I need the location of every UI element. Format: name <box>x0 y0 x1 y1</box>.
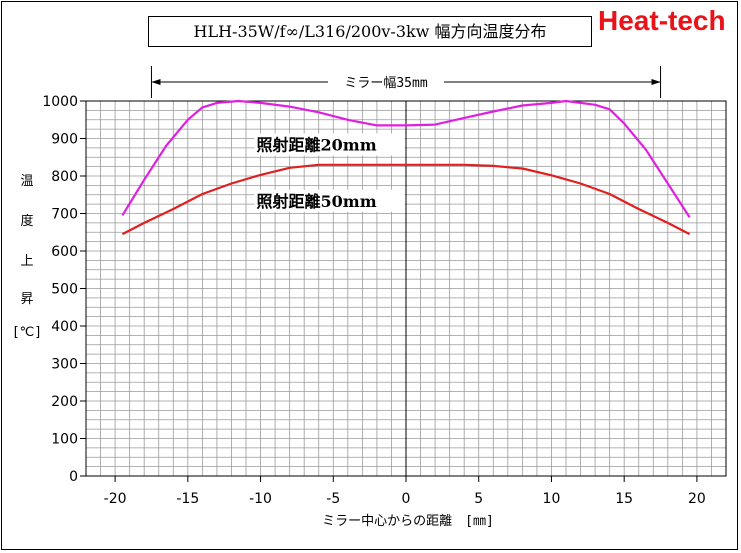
dimension-arrow-right <box>651 79 661 85</box>
x-tick-label: -15 <box>176 491 199 507</box>
series-line-2 <box>121 163 691 236</box>
annotation-bg <box>254 133 405 156</box>
y-tick-label: 200 <box>51 394 78 410</box>
y-axis-title-char: [℃] <box>11 325 43 340</box>
y-axis-title-char: 昇 <box>20 292 34 307</box>
series-annotation-1: 照射距離20mm <box>257 136 377 155</box>
y-tick-label: 900 <box>51 132 78 148</box>
x-tick-label: 15 <box>615 491 633 507</box>
y-tick-label: 800 <box>51 169 78 185</box>
chart-title: HLH-35W/f∞/L316/200v-3kw 幅方向温度分布 <box>148 16 592 47</box>
y-axis-title-char: 度 <box>20 214 34 229</box>
series-annotation-2: 照射距離50mm <box>257 192 377 211</box>
y-tick-label: 0 <box>69 469 78 485</box>
y-tick-label: 700 <box>51 207 78 223</box>
x-tick-label: 10 <box>543 491 561 507</box>
x-tick-label: 5 <box>474 491 483 507</box>
y-tick-label: 600 <box>51 244 78 260</box>
x-axis-label: ミラー中心からの距離 [㎜] <box>322 514 494 529</box>
y-axis-title-char: 上 <box>20 254 34 269</box>
brand-logo: Heat-tech <box>598 5 726 36</box>
x-tick-label: -20 <box>104 491 127 507</box>
y-tick-label: 100 <box>51 432 78 448</box>
y-tick-label: 300 <box>51 357 78 373</box>
dimension-arrow-left <box>151 79 161 85</box>
dimension-label: ミラー幅35mm <box>344 76 427 91</box>
x-tick-label: -10 <box>249 491 272 507</box>
dimension-label-bg <box>328 72 444 90</box>
annotation-bg <box>254 189 405 212</box>
series-line-1 <box>121 99 691 218</box>
y-tick-label: 400 <box>51 319 78 335</box>
x-tick-label: -5 <box>326 491 340 507</box>
x-tick-label: 20 <box>688 491 706 507</box>
y-tick-label: 500 <box>51 282 78 298</box>
y-tick-label: 1000 <box>42 94 78 110</box>
y-axis-title-char: 温 <box>20 174 34 189</box>
x-tick-label: 0 <box>402 491 411 507</box>
